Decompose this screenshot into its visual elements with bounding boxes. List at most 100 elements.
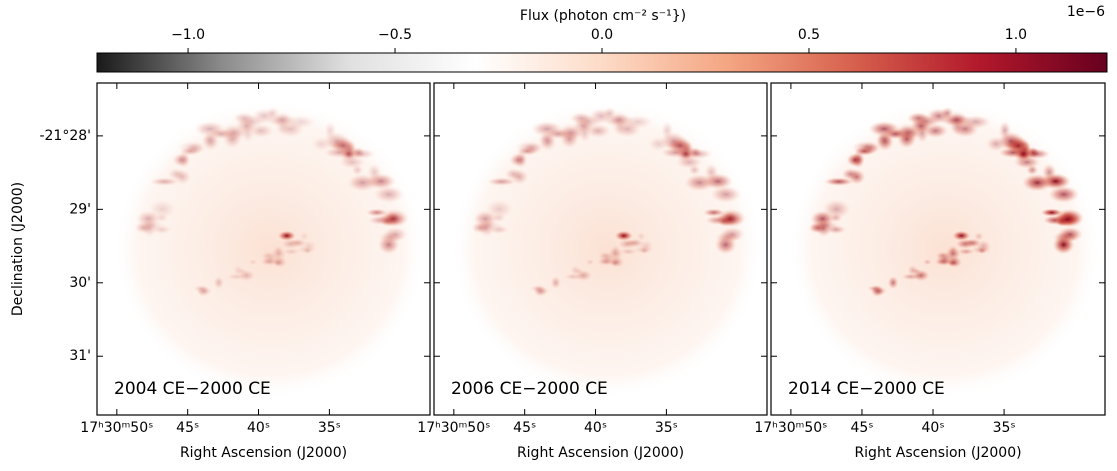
filament-knot (213, 276, 225, 290)
x-axis-label: Right Ascension (J2000) (180, 445, 347, 461)
filament-knot (907, 264, 918, 276)
filament-knot (636, 231, 647, 241)
filament-knot (196, 286, 213, 296)
shell-knot (876, 131, 893, 148)
shell-knot (825, 225, 847, 235)
shell-knot (823, 177, 854, 186)
shell-knot (266, 106, 280, 120)
shell-knot (488, 225, 509, 235)
shell-knot (715, 212, 744, 227)
shell-knot (530, 121, 563, 137)
shell-knot (559, 129, 579, 149)
central-source (952, 230, 971, 241)
panel-frame (433, 82, 768, 416)
y-tick-label: 29' (69, 201, 91, 217)
colorbar (96, 52, 1108, 73)
filament-knot (288, 239, 306, 247)
shell-knot (846, 153, 864, 167)
panel-label: 2014 CE−2000 CE (788, 379, 945, 399)
x-tick-label: 17ʰ30ᵐ50ˢ (754, 420, 827, 436)
panel-frame (96, 82, 431, 416)
panel-label: 2004 CE−2000 CE (114, 379, 271, 399)
shell-knot (285, 115, 317, 129)
shell-knot (1040, 208, 1063, 217)
shell-knot (572, 118, 595, 134)
shell-knot (235, 118, 258, 134)
filament-knot (607, 246, 624, 261)
shell-knot (897, 129, 917, 149)
filament-knot (550, 276, 562, 290)
shell-knot (1052, 234, 1075, 255)
filament-knot (299, 231, 310, 241)
colorbar-tick-label: 0.5 (798, 27, 820, 43)
x-tick-label: 35ˢ (655, 420, 678, 436)
shell-knot (702, 208, 725, 217)
x-tick-label: 40ˢ (584, 420, 607, 436)
image-panel (97, 83, 430, 415)
x-axis-label: Right Ascension (J2000) (517, 445, 684, 461)
shell-knot (148, 199, 177, 219)
shell-knot (1013, 143, 1034, 163)
shell-knot (509, 153, 527, 167)
x-axis-label: Right Ascension (J2000) (854, 445, 1021, 461)
colorbar-tick-label: −0.5 (378, 27, 412, 43)
shell-knot (222, 129, 242, 149)
colorbar-offset: 1e−6 (1067, 4, 1105, 20)
panel-label: 2006 CE−2000 CE (451, 379, 608, 399)
shell-knot (603, 106, 617, 120)
filament-knot (533, 286, 550, 296)
filament-knot (569, 264, 581, 276)
shell-knot (338, 143, 360, 163)
filament-knot (923, 258, 932, 266)
shell-knot (848, 169, 866, 185)
shell-knot (1053, 212, 1081, 227)
central-source (614, 230, 633, 241)
filament-knot (887, 276, 899, 290)
shell-knot (151, 225, 172, 235)
filament-knot (270, 246, 287, 261)
x-tick-label: 17ʰ30ᵐ50ˢ (417, 420, 490, 436)
shell-knot (675, 143, 697, 163)
filament-knot (963, 239, 980, 247)
filament-knot (232, 264, 244, 276)
shell-knot (940, 106, 955, 120)
y-tick-label: 30' (69, 275, 91, 291)
image-panel (771, 83, 1105, 415)
shell-knot (516, 146, 538, 156)
shell-knot (179, 146, 201, 156)
remnant-haze (113, 99, 427, 399)
shell-knot (193, 121, 226, 137)
filament-knot (638, 239, 654, 253)
shell-knot (684, 173, 715, 192)
filament-knot (301, 239, 317, 253)
colorbar-label: Flux (photon cm⁻² s⁻¹}) (520, 8, 686, 24)
shell-knot (1022, 173, 1053, 192)
shell-knot (378, 212, 407, 227)
shell-knot (373, 185, 405, 203)
shell-knot (538, 131, 556, 148)
filament-knot (870, 286, 887, 296)
shell-knot (960, 115, 992, 129)
shell-knot (149, 177, 180, 186)
colorbar-tick-label: 0.0 (591, 27, 613, 43)
image-panel (434, 83, 767, 415)
shell-knot (510, 169, 529, 185)
x-tick-label: 40ˢ (922, 420, 945, 436)
filament-knot (585, 258, 595, 266)
shell-knot (1048, 185, 1080, 203)
shell-knot (377, 234, 400, 255)
central-source (277, 230, 296, 241)
panel-frame (770, 82, 1106, 416)
shell-knot (201, 131, 219, 148)
shell-knot (172, 153, 190, 167)
colorbar-tick-label: 1.0 (1005, 27, 1027, 43)
filament-knot (625, 239, 643, 247)
x-tick-label: 45ˢ (176, 420, 199, 436)
x-tick-label: 17ʰ30ᵐ50ˢ (80, 420, 153, 436)
shell-knot (822, 199, 851, 219)
shell-knot (347, 173, 378, 192)
shell-knot (486, 177, 517, 186)
shell-knot (622, 115, 654, 129)
shell-knot (173, 169, 192, 185)
